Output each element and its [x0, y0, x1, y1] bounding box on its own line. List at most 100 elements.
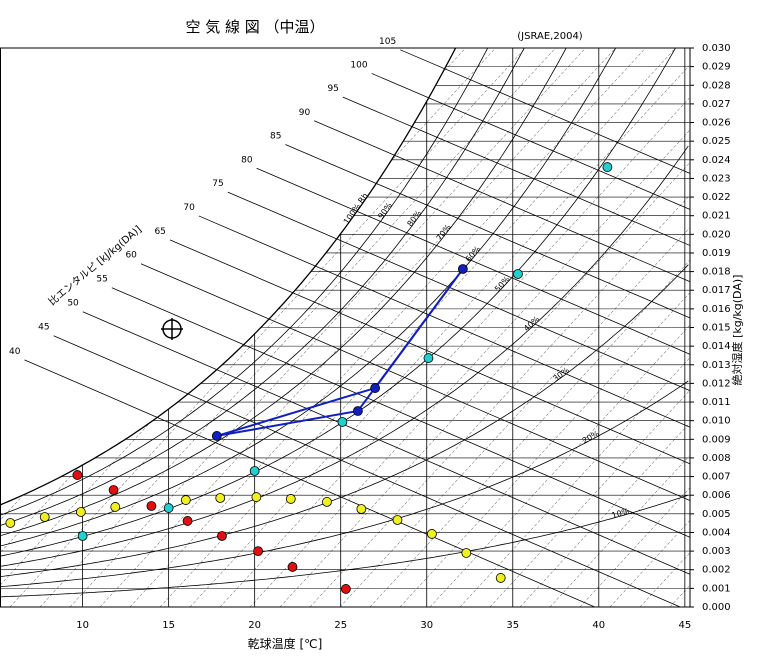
enthalpy-line	[53, 335, 681, 607]
y-tick-label: 0.011	[702, 397, 731, 408]
rh-curve	[0, 48, 567, 537]
x-tick-label: 10	[76, 620, 89, 631]
data-point	[72, 470, 83, 480]
rh-label: 50%	[493, 274, 512, 293]
rh-label: 70%	[435, 222, 453, 242]
enthalpy-line	[24, 359, 595, 607]
decor-line	[549, 48, 690, 607]
y-tick-label: 0.003	[702, 546, 731, 557]
enthalpy-line	[82, 311, 690, 575]
rh-curve	[0, 48, 457, 506]
decor-line	[219, 48, 690, 607]
decor-line	[129, 48, 690, 607]
data-point	[5, 518, 16, 528]
y-tick-label: 0.004	[702, 527, 731, 538]
data-point	[392, 515, 403, 525]
y-tick-label: 0.013	[702, 360, 731, 371]
enthalpy-line	[256, 167, 690, 355]
enthalpy-label: 40	[9, 347, 21, 357]
y-tick-label: 0.027	[702, 99, 731, 110]
x-axis-label: 乾球温度 [℃]	[248, 636, 323, 651]
data-point	[182, 516, 193, 526]
decor-line	[369, 48, 690, 607]
enthalpy-label: 60	[125, 251, 137, 261]
enthalpy-label: 80	[241, 155, 253, 165]
data-point	[457, 264, 468, 274]
decor-line	[0, 48, 621, 607]
enthalpy-label: 50	[67, 299, 79, 309]
y-tick-label: 0.005	[702, 509, 731, 520]
rh-label: 20%	[581, 429, 601, 446]
data-point	[75, 507, 86, 517]
y-axis-label: 絶対湿度 [kg/kg(DA)]	[730, 275, 744, 386]
y-tick-label: 0.015	[702, 323, 731, 334]
enthalpy-label: 95	[327, 84, 338, 94]
y-tick-label: 0.030	[702, 43, 731, 54]
enthalpy-line	[400, 49, 690, 174]
x-tick-label: 30	[420, 620, 433, 631]
decor-line	[9, 48, 690, 607]
rh-curve	[0, 380, 689, 588]
rh-label: 90%	[376, 201, 394, 221]
y-tick-label: 0.010	[702, 416, 731, 427]
enthalpy-label: 90	[299, 108, 311, 118]
enthalpy-label: 100	[350, 60, 367, 70]
rh-label: 80%	[406, 208, 424, 228]
data-point	[163, 503, 174, 513]
enthalpy-line	[169, 239, 690, 465]
y-tick-label: 0.023	[702, 173, 731, 184]
enthalpy-line	[285, 144, 690, 319]
data-point	[39, 512, 50, 522]
y-tick-label: 0.014	[702, 341, 731, 352]
enthalpy-line	[111, 287, 690, 538]
y-tick-label: 0.028	[702, 80, 731, 91]
data-point	[180, 495, 191, 505]
data-point	[461, 548, 472, 558]
plot-border	[0, 47, 691, 608]
data-point	[211, 431, 222, 441]
enthalpy-line	[140, 263, 690, 502]
y-tick-label: 0.024	[702, 155, 731, 166]
y-tick-label: 0.000	[702, 602, 731, 613]
data-point	[513, 269, 523, 279]
rh-curve	[0, 48, 525, 526]
decor-line	[459, 48, 690, 607]
decor-line	[429, 48, 690, 607]
decor-line	[0, 48, 561, 607]
y-tick-label: 0.002	[702, 565, 731, 576]
enthalpy-label: 105	[379, 37, 396, 47]
y-tick-label: 0.012	[702, 378, 731, 389]
grid	[0, 48, 690, 607]
y-tick-label: 0.008	[702, 453, 731, 464]
data-point	[337, 417, 348, 427]
data-point	[356, 504, 367, 514]
decor-line	[279, 48, 690, 607]
chart-title: 空 気 線 図 （中温）	[185, 18, 324, 36]
y-tick-label: 0.022	[702, 192, 731, 203]
y-tick-label: 0.020	[702, 229, 731, 240]
decor-line	[519, 48, 690, 607]
y-tick-label: 0.009	[702, 434, 731, 445]
enthalpy-label: 70	[183, 203, 195, 213]
enthalpy-line	[198, 215, 690, 428]
data-point	[249, 466, 260, 476]
y-tick-label: 0.029	[702, 62, 731, 73]
data-point	[370, 383, 381, 393]
rh-curve	[0, 264, 689, 577]
rh-label: 40%	[522, 314, 541, 333]
decor-line	[249, 48, 690, 607]
decor-line	[39, 48, 690, 607]
y-tick-label: 0.019	[702, 248, 731, 259]
data-point	[285, 494, 296, 504]
data-point	[146, 501, 157, 511]
data-point	[340, 584, 351, 594]
x-tick-label: 35	[506, 620, 519, 631]
x-tick-label: 40	[592, 620, 605, 631]
y-tick-label: 0.025	[702, 136, 731, 147]
rh-curve	[0, 48, 489, 516]
decor-line	[0, 48, 591, 607]
enthalpy-label: 65	[154, 227, 165, 237]
decor-line	[489, 48, 690, 607]
plot-area: 100% Rh 90% 80%70%60%50%40%30%20%10%	[0, 48, 690, 607]
